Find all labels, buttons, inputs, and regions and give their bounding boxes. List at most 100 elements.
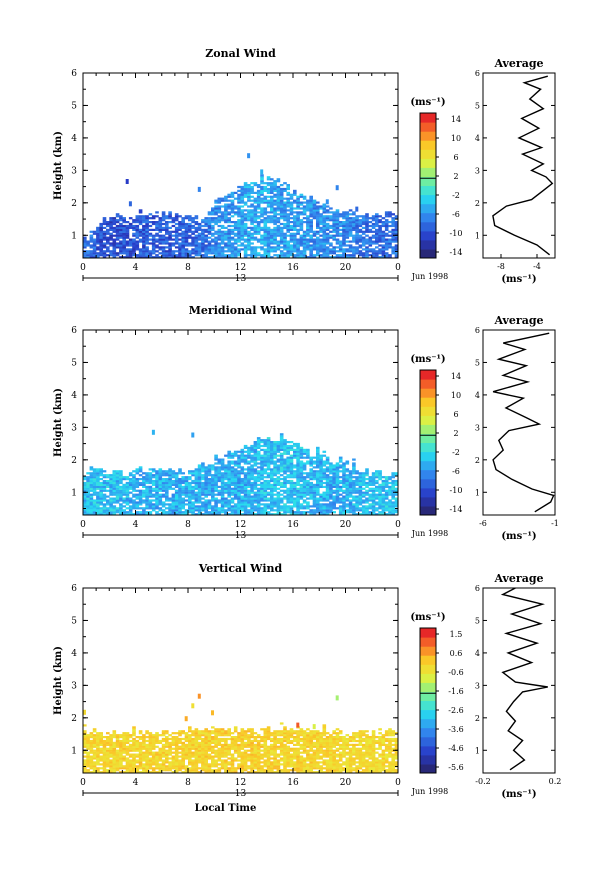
heatmap-cell <box>165 242 169 245</box>
heatmap-cell <box>135 755 140 758</box>
heatmap-cell <box>243 446 248 449</box>
heatmap-cell <box>96 769 100 772</box>
heatmap-cell <box>151 771 156 774</box>
heatmap-cell <box>135 481 140 485</box>
heatmap-cell <box>260 444 264 448</box>
heatmap-cell <box>296 478 300 481</box>
heatmap-cell <box>247 254 251 257</box>
heatmap-cell <box>266 184 271 187</box>
heatmap-cell <box>102 487 107 490</box>
heatmap-cell <box>266 468 271 471</box>
heatmap-cell <box>342 244 346 247</box>
heatmap-cell <box>296 248 300 251</box>
heatmap-cell <box>102 236 107 239</box>
colorbar-swatch <box>420 167 436 177</box>
heatmap-cell <box>237 472 241 475</box>
heatmap-cell <box>332 507 336 510</box>
heatmap-cell <box>102 741 107 744</box>
heatmap-cell <box>322 511 327 514</box>
heatmap-cell <box>171 493 176 496</box>
heatmap-cell <box>240 232 245 235</box>
heatmap-cell <box>384 252 389 255</box>
heatmap-cell <box>211 221 215 224</box>
heatmap-cell <box>260 503 264 506</box>
heatmap-cell <box>250 236 254 239</box>
heatmap-cell <box>148 489 153 492</box>
heatmap-cell <box>247 460 251 463</box>
heatmap-cell <box>138 732 143 735</box>
heatmap-cell <box>286 256 290 259</box>
heatmap-cell <box>240 505 245 508</box>
heatmap-cell <box>99 736 103 739</box>
heatmap-cell <box>256 224 261 228</box>
heatmap-cell <box>142 491 146 494</box>
heatmap-cell <box>119 234 123 237</box>
heatmap-cell <box>132 485 136 488</box>
heatmap-cell <box>135 497 140 500</box>
heatmap-cell <box>233 505 238 508</box>
heatmap-cell <box>220 464 225 467</box>
heatmap-cell <box>299 497 304 500</box>
heatmap-cell <box>115 495 120 498</box>
heatmap-cell <box>181 250 185 253</box>
heatmap-cell <box>109 226 113 229</box>
heatmap-cell <box>375 509 379 512</box>
heatmap-cell <box>194 472 199 475</box>
heatmap-cell <box>361 511 366 514</box>
heatmap-cell <box>266 242 271 245</box>
heatmap-cell <box>138 256 143 259</box>
heatmap-cell <box>371 256 376 259</box>
heatmap-cell <box>148 737 153 741</box>
heatmap-cell <box>361 481 366 485</box>
heatmap-cell <box>92 232 97 235</box>
heatmap-cell <box>145 476 149 479</box>
heatmap-cell <box>211 479 215 483</box>
heatmap-cell <box>194 493 199 496</box>
heatmap-cell <box>240 205 245 208</box>
heatmap-cell <box>263 450 268 453</box>
heatmap-cell <box>217 252 222 255</box>
heatmap-cell <box>335 507 340 510</box>
heatmap-cell <box>191 501 195 504</box>
heatmap-cell <box>237 195 241 198</box>
heatmap-cell <box>227 224 231 228</box>
heatmap-cell <box>89 751 94 754</box>
heatmap-cell <box>135 232 140 235</box>
colorbar-swatch <box>420 113 436 123</box>
heatmap-cell <box>345 250 350 253</box>
heatmap-cell <box>138 765 143 768</box>
heatmap-cell <box>204 252 208 255</box>
heatmap-cell <box>92 470 97 473</box>
heatmap-cell <box>358 219 363 222</box>
heatmap-cell <box>217 472 222 475</box>
heatmap-cell <box>168 226 172 229</box>
heatmap-cell <box>325 499 330 502</box>
heatmap-cell <box>299 466 304 469</box>
heatmap-cell <box>302 466 307 469</box>
heatmap-cell <box>371 507 376 510</box>
heatmap-cell <box>279 250 284 253</box>
heatmap-cell <box>155 483 159 486</box>
heatmap-cell <box>171 234 176 237</box>
heatmap-cell <box>214 248 218 251</box>
heatmap-cell <box>279 246 284 249</box>
average-frame <box>482 72 556 259</box>
heatmap-cell <box>148 743 153 746</box>
heatmap-cell <box>109 769 113 772</box>
heatmap-cell <box>109 759 113 762</box>
heatmap-cell <box>125 495 130 498</box>
heatmap-cell <box>204 507 208 510</box>
heatmap-cell <box>253 446 258 449</box>
heatmap-cell <box>289 458 294 461</box>
heatmap-cell <box>233 222 238 226</box>
heatmap-cell <box>83 737 87 741</box>
heatmap-cell <box>122 734 126 737</box>
heatmap-cell <box>178 215 182 218</box>
heatmap-cell <box>299 495 304 498</box>
heatmap-cell <box>247 491 251 494</box>
heatmap-cell <box>230 499 235 502</box>
heatmap-cell <box>256 205 261 208</box>
heatmap-cell <box>211 226 215 229</box>
heatmap-cell <box>253 246 258 249</box>
heatmap-cell <box>270 503 274 506</box>
